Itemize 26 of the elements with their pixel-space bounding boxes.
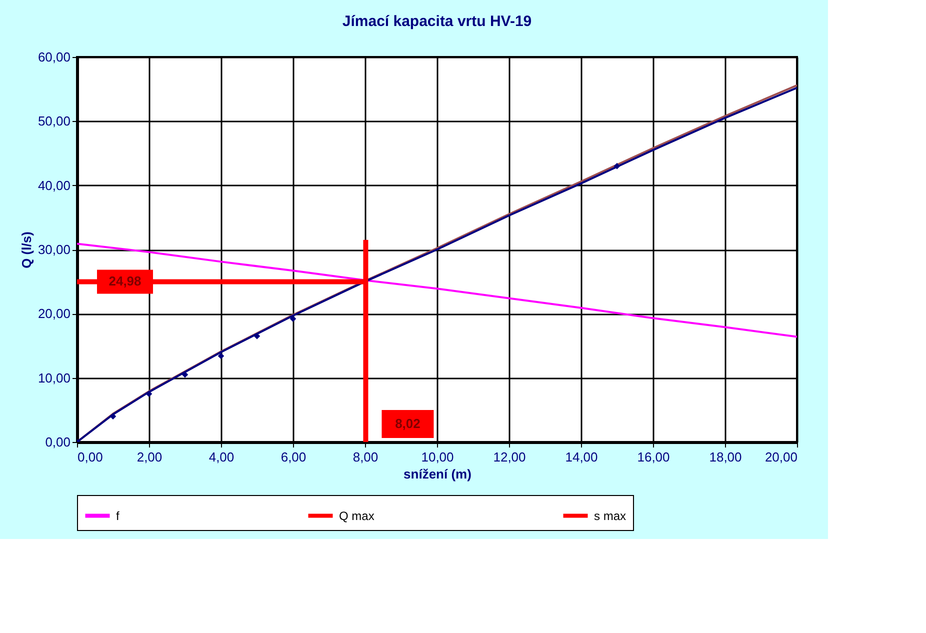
x-tick-label: 18,00 xyxy=(709,450,742,464)
legend-label: Q max xyxy=(339,508,374,523)
y-axis-title: Q (l/s) xyxy=(18,232,34,268)
y-tick-label: 10,00 xyxy=(38,370,70,386)
y-tick-label: 40,00 xyxy=(38,178,70,193)
annotation: 8,02 xyxy=(395,416,420,431)
x-tick-label: 10,00 xyxy=(421,450,454,464)
y-tick-label: 50,00 xyxy=(38,114,70,129)
annotation: 24,98 xyxy=(108,274,142,289)
x-tick-label: 16,00 xyxy=(637,450,670,464)
x-tick-label: 14,00 xyxy=(565,450,598,464)
legend-label: f xyxy=(116,508,120,523)
y-tick-label: 30,00 xyxy=(38,242,70,257)
x-tick-label: 2,00 xyxy=(136,450,162,464)
x-tick-label: 4,00 xyxy=(208,450,234,464)
x-tick-label: 12,00 xyxy=(493,450,526,464)
x-tick-label: 0,00 xyxy=(78,450,103,464)
x-axis-title: snížení (m) xyxy=(404,466,472,482)
y-tick-label: 60,00 xyxy=(38,50,70,64)
y-tick-label: 0,00 xyxy=(45,434,70,450)
y-tick-label: 20,00 xyxy=(38,306,70,322)
chart-title: Jímací kapacita vrtu HV-19 xyxy=(342,13,532,30)
x-tick-label: 20,00 xyxy=(764,450,798,464)
legend-label: s max xyxy=(594,508,626,523)
x-tick-label: 8,00 xyxy=(352,450,378,464)
x-tick-label: 6,00 xyxy=(280,450,306,464)
